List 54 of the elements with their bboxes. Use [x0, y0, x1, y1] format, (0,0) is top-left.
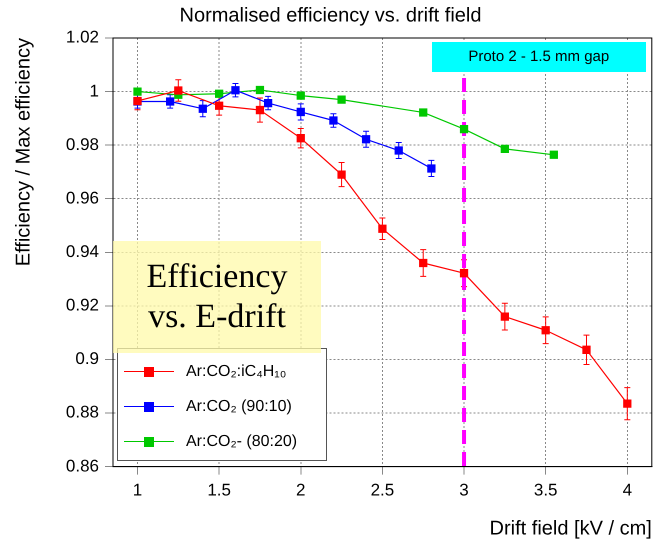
x-tick-label: 1.5: [207, 480, 231, 500]
point: [166, 97, 174, 106]
chart-title: Normalised efficiency vs. drift field: [180, 4, 482, 27]
point: [214, 102, 224, 110]
point: [419, 108, 428, 117]
point: [296, 134, 305, 142]
point: [329, 116, 338, 125]
point: [582, 346, 591, 354]
y-tick-label: 0.88: [66, 402, 99, 422]
x-tick-label: 2: [296, 480, 306, 500]
point: [542, 326, 550, 334]
point: [264, 98, 272, 108]
point: [460, 124, 468, 134]
point: [174, 86, 182, 95]
point: [362, 135, 370, 144]
legend-label: Ar:CO₂:iC₄H₁₀: [186, 363, 286, 382]
point: [378, 224, 387, 233]
point: [256, 106, 264, 114]
y-axis-title: Efficiency / Max efficiency: [12, 38, 35, 266]
y-tick-label: 0.96: [66, 188, 99, 208]
point: [394, 146, 403, 155]
y-tick-label: 0.92: [66, 296, 99, 315]
x-tick-label: 3: [459, 480, 469, 500]
point: [427, 164, 436, 173]
legend-label: Ar:CO₂ (90:10): [186, 398, 292, 416]
label-box: Proto 2 - 1.5 mm gap: [432, 42, 646, 72]
point: [296, 91, 305, 100]
point: [337, 95, 346, 104]
x-tick-label: 2.5: [370, 480, 394, 500]
point: [214, 90, 224, 98]
y-tick-label: 0.86: [66, 456, 99, 476]
label-box: Efficiency vs. E-drift: [113, 241, 321, 353]
x-axis-title: Drift field [kV / cm]: [490, 518, 652, 540]
y-tick-label: 0.94: [66, 242, 99, 261]
point: [500, 144, 509, 154]
y-tick-label: 0.98: [66, 134, 99, 154]
x-tick-label: 3.5: [534, 480, 558, 500]
x-tick-label: 4: [622, 480, 632, 500]
y-tick-label: 1: [90, 81, 99, 100]
x-tick-label: 1: [132, 480, 142, 500]
point: [337, 170, 346, 179]
point: [623, 400, 632, 408]
point: [296, 108, 305, 116]
point: [256, 86, 264, 94]
point: [460, 269, 468, 278]
y-tick-label: 1.02: [66, 28, 99, 47]
legend-label: Ar:CO₂- (80:20): [186, 433, 298, 452]
y-tick-label: 0.9: [75, 349, 99, 368]
point: [550, 150, 558, 159]
point: [133, 87, 142, 96]
point: [419, 258, 428, 268]
point: [231, 86, 240, 94]
point: [500, 312, 509, 321]
point: [198, 104, 207, 113]
